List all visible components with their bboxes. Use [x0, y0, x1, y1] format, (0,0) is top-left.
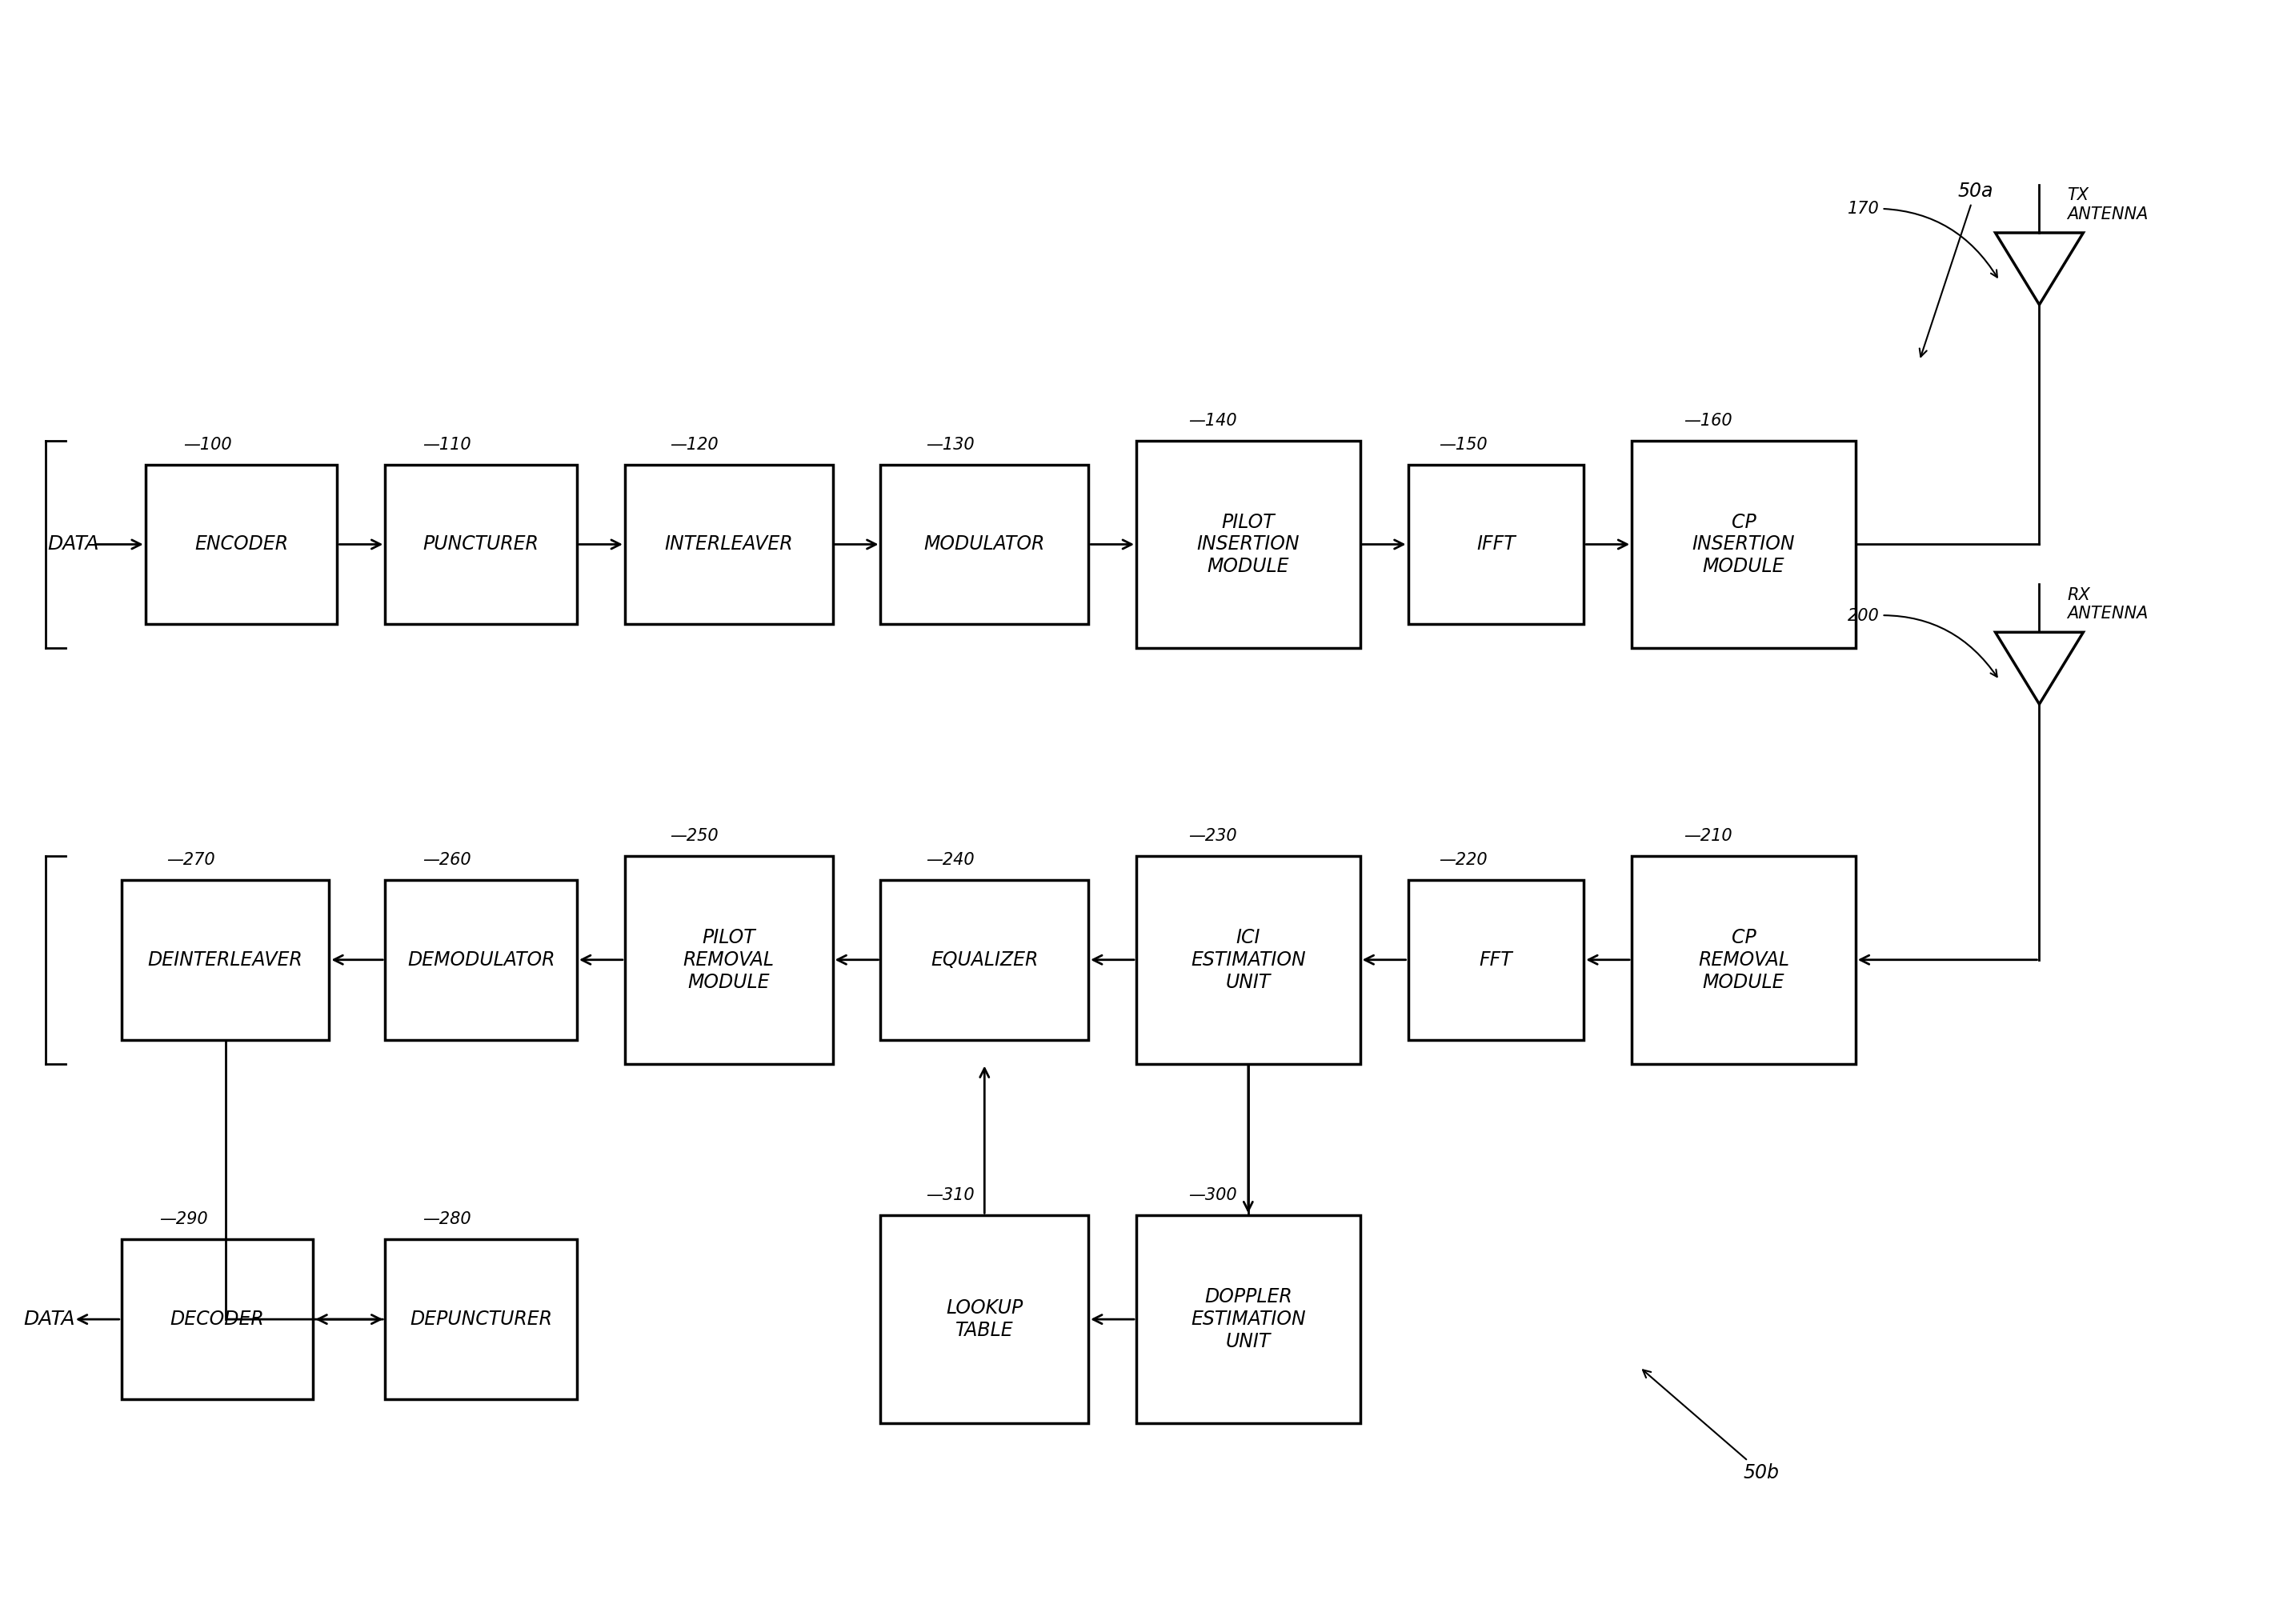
- Bar: [122, 1239, 312, 1400]
- Text: RX
ANTENNA: RX ANTENNA: [2068, 586, 2148, 622]
- Text: —250: —250: [670, 828, 718, 844]
- Bar: [881, 464, 1088, 624]
- Bar: [386, 464, 576, 624]
- Text: DOPPLER
ESTIMATION
UNIT: DOPPLER ESTIMATION UNIT: [1191, 1288, 1306, 1351]
- Text: LOOKUP
TABLE: LOOKUP TABLE: [946, 1299, 1024, 1340]
- Bar: [1409, 880, 1584, 1039]
- Text: 200: 200: [1847, 609, 1997, 677]
- Bar: [386, 1239, 576, 1400]
- Text: —240: —240: [925, 853, 973, 867]
- Text: —160: —160: [1685, 412, 1733, 429]
- Text: DEPUNCTURER: DEPUNCTURER: [411, 1309, 553, 1328]
- Text: —300: —300: [1189, 1187, 1237, 1203]
- Text: DEINTERLEAVER: DEINTERLEAVER: [147, 950, 303, 970]
- Bar: [1409, 464, 1584, 624]
- Text: ENCODER: ENCODER: [195, 534, 289, 554]
- Bar: [1632, 856, 1857, 1064]
- Text: 170: 170: [1847, 201, 1997, 278]
- Text: —220: —220: [1439, 853, 1487, 867]
- Bar: [1136, 440, 1361, 648]
- Bar: [624, 856, 833, 1064]
- Text: PILOT
REMOVAL
MODULE: PILOT REMOVAL MODULE: [684, 927, 773, 992]
- Bar: [881, 880, 1088, 1039]
- Text: —140: —140: [1189, 412, 1237, 429]
- Text: IFFT: IFFT: [1476, 534, 1515, 554]
- Bar: [881, 1215, 1088, 1423]
- Text: —210: —210: [1685, 828, 1733, 844]
- Text: —100: —100: [184, 437, 232, 453]
- Text: —270: —270: [168, 853, 216, 867]
- Text: —260: —260: [422, 853, 470, 867]
- Text: DECODER: DECODER: [170, 1309, 264, 1328]
- Bar: [1632, 440, 1857, 648]
- Text: —110: —110: [422, 437, 470, 453]
- Text: FFT: FFT: [1480, 950, 1512, 970]
- Text: —230: —230: [1189, 828, 1237, 844]
- Bar: [386, 880, 576, 1039]
- Text: DEMODULATOR: DEMODULATOR: [406, 950, 555, 970]
- Text: INTERLEAVER: INTERLEAVER: [666, 534, 794, 554]
- Text: CP
REMOVAL
MODULE: CP REMOVAL MODULE: [1698, 927, 1790, 992]
- Text: 50a: 50a: [1919, 182, 1992, 357]
- Bar: [122, 880, 328, 1039]
- Bar: [1136, 856, 1361, 1064]
- Text: CP
INSERTION
MODULE: CP INSERTION MODULE: [1691, 513, 1795, 577]
- Text: MODULATOR: MODULATOR: [925, 534, 1044, 554]
- Text: PILOT
INSERTION
MODULE: PILOT INSERTION MODULE: [1196, 513, 1299, 577]
- Text: PUNCTURER: PUNCTURER: [422, 534, 539, 554]
- Text: —150: —150: [1439, 437, 1487, 453]
- Text: —290: —290: [158, 1212, 209, 1228]
- Text: —280: —280: [422, 1212, 470, 1228]
- Text: TX
ANTENNA: TX ANTENNA: [2068, 187, 2148, 222]
- Text: ICI
ESTIMATION
UNIT: ICI ESTIMATION UNIT: [1191, 927, 1306, 992]
- Text: 50b: 50b: [1643, 1371, 1779, 1483]
- Text: —130: —130: [925, 437, 973, 453]
- Bar: [145, 464, 337, 624]
- Bar: [1136, 1215, 1361, 1423]
- Text: —310: —310: [925, 1187, 973, 1203]
- Text: DATA: DATA: [48, 534, 99, 554]
- Text: DATA: DATA: [23, 1309, 76, 1328]
- Text: EQUALIZER: EQUALIZER: [932, 950, 1037, 970]
- Text: —120: —120: [670, 437, 718, 453]
- Bar: [624, 464, 833, 624]
